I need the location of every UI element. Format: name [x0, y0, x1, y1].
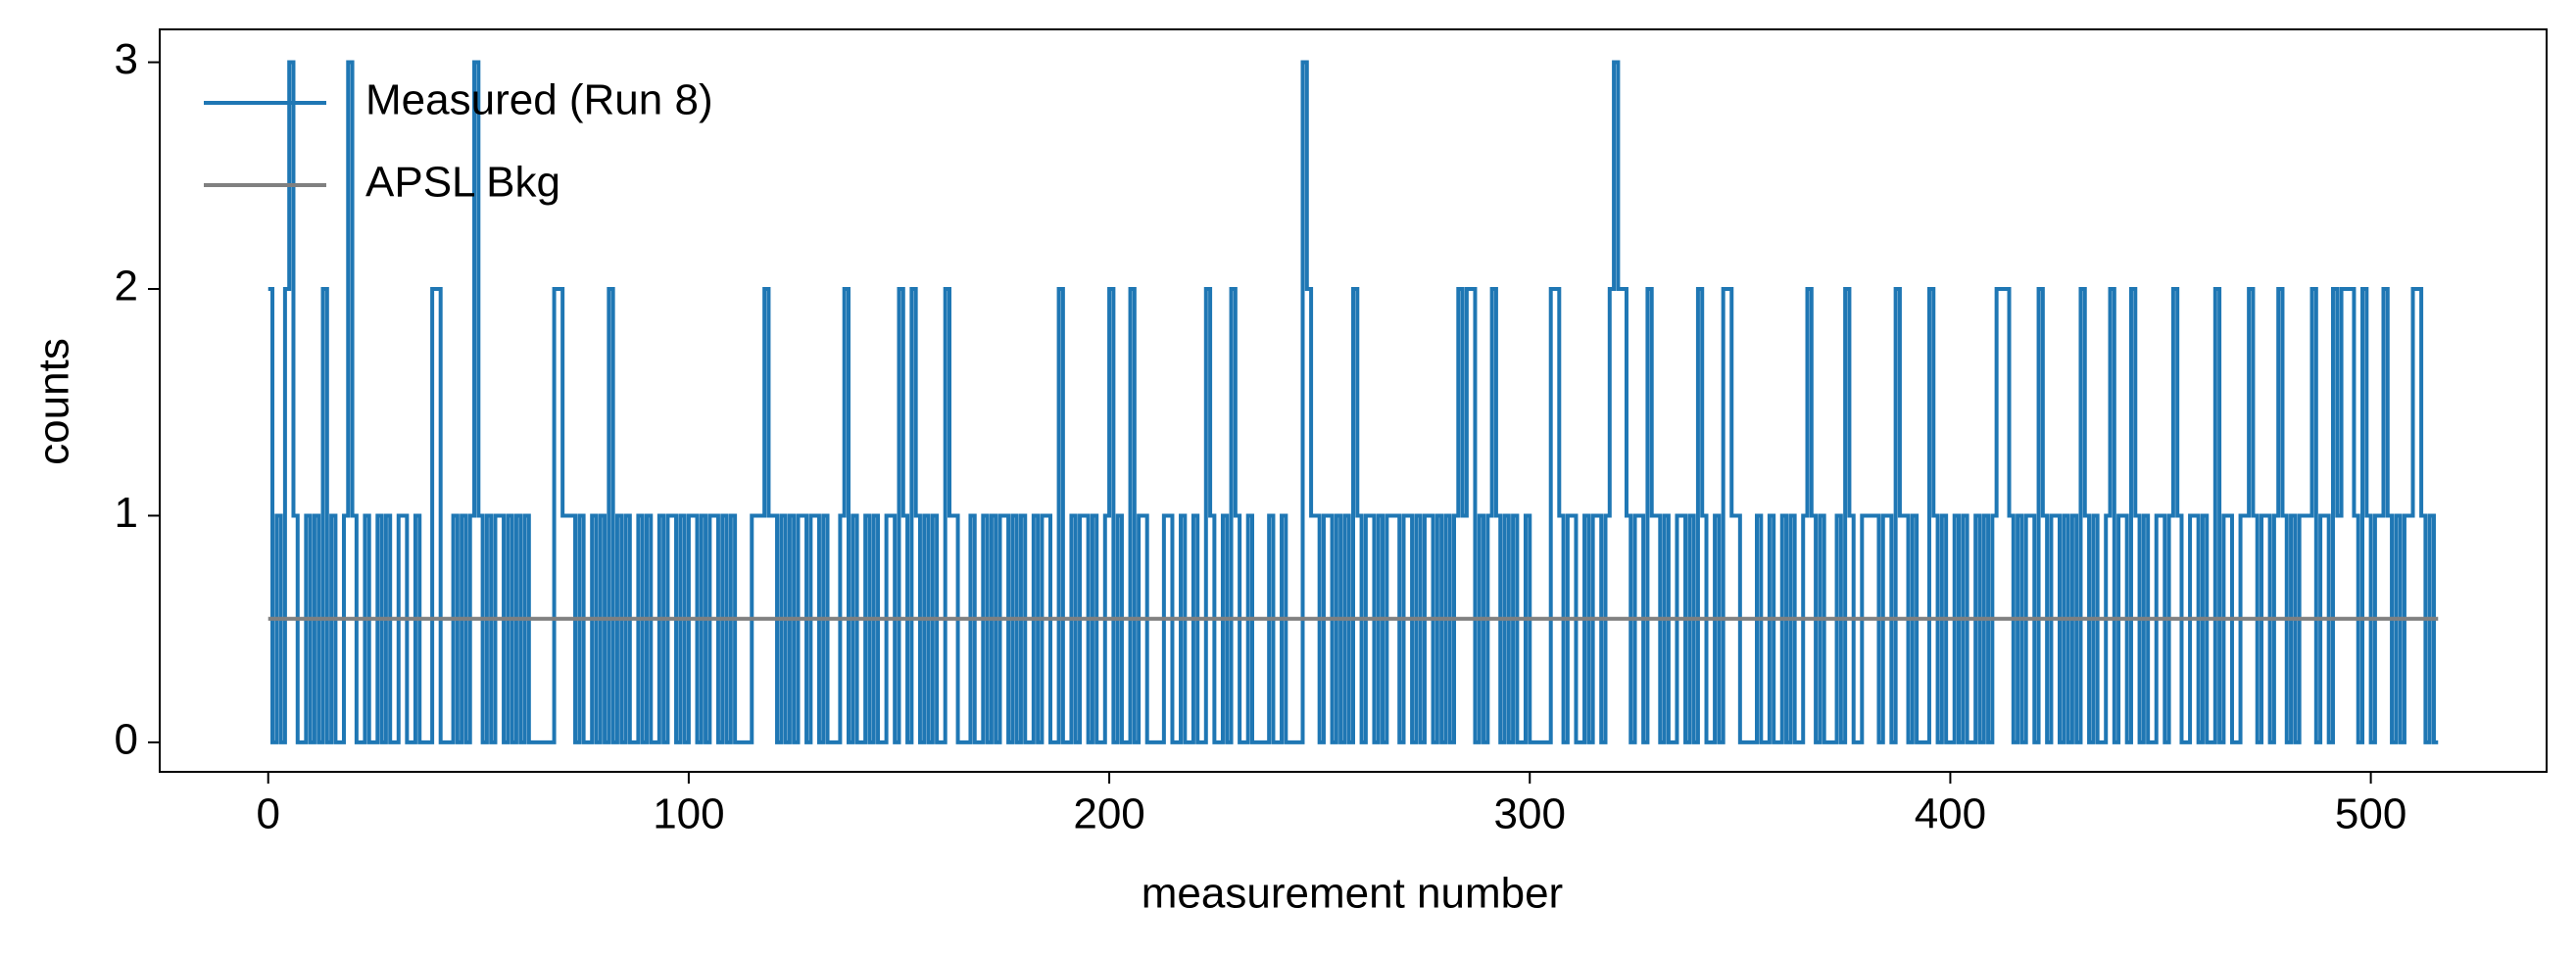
legend-label: APSL Bkg	[365, 159, 560, 207]
x-tick-label: 300	[1494, 790, 1566, 838]
x-tick-label: 0	[256, 790, 279, 838]
x-axis-label: measurement number	[1142, 870, 1563, 918]
plot-frame	[159, 28, 2548, 773]
y-tick-label: 0	[115, 716, 138, 764]
x-tick-label: 500	[2335, 790, 2406, 838]
y-tick-label: 2	[115, 263, 138, 310]
x-tick-label: 200	[1073, 790, 1144, 838]
y-tick-label: 1	[115, 489, 138, 537]
legend-label: Measured (Run 8)	[365, 76, 713, 124]
data-line	[267, 60, 2439, 744]
x-tick-label: 400	[1915, 790, 1986, 838]
y-tick-label: 3	[115, 35, 138, 83]
y-axis-label: counts	[30, 338, 78, 465]
x-tick-label: 100	[653, 790, 724, 838]
